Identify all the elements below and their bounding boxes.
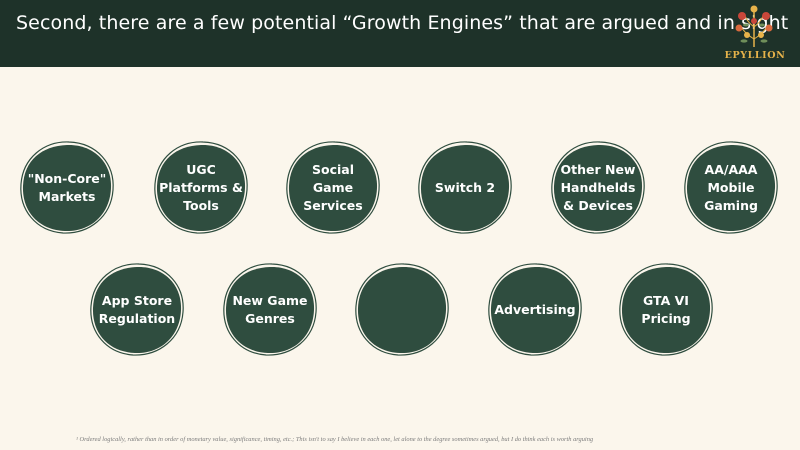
slide-title: Second, there are a few potential “Growt… <box>16 12 789 34</box>
engine-label: UGC Platforms & Tools <box>159 162 243 213</box>
engine-bubble: App Store Regulation <box>90 263 184 356</box>
floral-tree-icon <box>735 5 773 47</box>
engine-label: GTA VI Pricing <box>641 293 691 326</box>
engine-bubble-empty <box>355 263 449 356</box>
engine-bubble: Switch 2 <box>418 141 512 234</box>
title-bar: Second, there are a few potential “Growt… <box>0 0 800 67</box>
engine-label: "Non-Core" Markets <box>27 171 107 204</box>
engine-label: App Store Regulation <box>98 293 176 326</box>
engine-bubble: Advertising <box>488 263 582 356</box>
engine-bubble: UGC Platforms & Tools <box>154 141 248 234</box>
engine-bubble: Other New Handhelds & Devices <box>551 141 645 234</box>
engine-label: AA/AAA Mobile Gaming <box>704 162 758 213</box>
engine-label: New Game Genres <box>232 293 308 326</box>
engine-bubble: Social Game Services <box>286 141 380 234</box>
engine-bubble: AA/AAA Mobile Gaming <box>684 141 778 234</box>
engine-label: Social Game Services <box>303 162 363 213</box>
engine-bubble: New Game Genres <box>223 263 317 356</box>
epyllion-logo: EPYLLION <box>722 3 786 65</box>
footnote: ¹ Ordered logically, rather than in orde… <box>76 436 594 443</box>
logo-wordmark: EPYLLION <box>724 50 786 61</box>
engine-label: Advertising <box>494 302 576 317</box>
engine-bubble: "Non-Core" Markets <box>20 141 114 234</box>
engine-label: Other New Handhelds & Devices <box>560 162 636 213</box>
engine-bubble: GTA VI Pricing <box>619 263 713 356</box>
engine-label: Switch 2 <box>434 180 496 195</box>
